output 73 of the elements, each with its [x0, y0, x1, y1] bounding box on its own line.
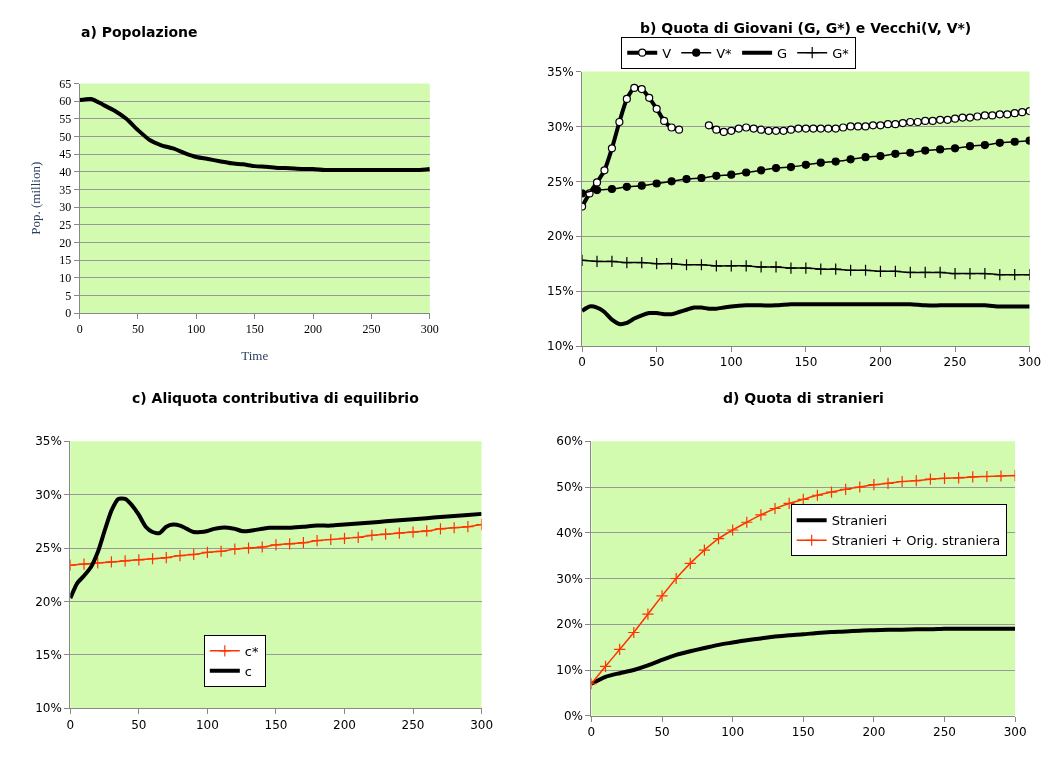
x-tick-label: 50 — [131, 322, 144, 337]
y-tick-label: 20% — [35, 594, 62, 609]
y-tick-label: 45 — [59, 147, 72, 162]
y-tick-label: 15% — [547, 284, 574, 299]
x-tick-label: 300 — [1003, 725, 1027, 740]
y-tick-label: 65 — [59, 76, 72, 91]
x-tick-label: 150 — [791, 725, 815, 740]
chart-title: b) Quota di Giovani (G, G*) e Vecchi(V, V*) — [640, 20, 972, 36]
chart-title: a) Popolazione — [81, 24, 198, 40]
y-tick-label: 30 — [59, 200, 72, 215]
x-tick-label: 250 — [362, 322, 381, 337]
x-tick-label: 100 — [187, 322, 206, 337]
y-tick-label: 30% — [35, 487, 62, 502]
y-tick-label: 60% — [556, 434, 584, 449]
x-tick-label: 50 — [131, 717, 147, 732]
y-tick-label: 20% — [556, 617, 584, 632]
y-tick-label: 50% — [556, 480, 584, 495]
y-tick-label: 25% — [35, 541, 62, 556]
chart-title: d) Quota di stranieri — [723, 390, 884, 406]
x-tick-label: 0 — [587, 725, 596, 740]
y-tick-label: 25% — [547, 174, 574, 189]
y-tick-label: 10% — [556, 663, 584, 678]
y-tick-label: 20 — [59, 235, 72, 250]
x-tick-label: 250 — [401, 717, 425, 732]
x-tick-label: 0 — [76, 322, 83, 337]
legend-label: Stranieri — [831, 513, 888, 529]
y-tick-label: 15 — [59, 253, 72, 268]
y-tick-label: 0 — [65, 306, 72, 321]
y-tick-label: 35% — [547, 64, 574, 79]
x-tick-label: 100 — [195, 717, 219, 732]
y-tick-label: 40% — [556, 525, 584, 540]
x-tick-label: 300 — [1018, 355, 1042, 370]
y-axis-title: Pop. (million) — [28, 161, 44, 235]
x-tick-label: 150 — [794, 355, 818, 370]
y-tick-label: 25 — [59, 217, 72, 232]
x-tick-label: 100 — [719, 355, 743, 370]
y-tick-label: 10% — [547, 339, 574, 354]
legend-label: c* — [244, 643, 259, 659]
x-tick-label: 250 — [933, 725, 956, 740]
y-tick-label: 15% — [35, 648, 62, 663]
legend-label: c — [244, 663, 252, 679]
legend-label: V — [662, 45, 672, 61]
y-tick-label: 5 — [65, 288, 72, 303]
y-tick-label: 30% — [547, 119, 574, 134]
x-tick-label: 300 — [470, 717, 494, 732]
y-tick-label: 10% — [35, 701, 62, 716]
x-tick-label: 50 — [654, 725, 670, 740]
y-tick-label: 35% — [35, 434, 62, 449]
legend-label: G* — [832, 45, 850, 61]
x-axis-title: Time — [241, 348, 269, 363]
x-tick-label: 200 — [304, 322, 323, 337]
x-tick-label: 50 — [649, 355, 665, 370]
x-tick-label: 200 — [869, 355, 892, 370]
y-tick-label: 20% — [547, 229, 574, 244]
x-tick-label: 150 — [264, 717, 288, 732]
y-tick-label: 50 — [59, 129, 72, 144]
y-tick-label: 60 — [59, 94, 72, 109]
legend-label: V* — [716, 45, 733, 61]
legend-label: Stranieri + Orig. straniera — [831, 533, 1001, 549]
x-tick-label: 250 — [943, 355, 967, 370]
x-tick-label: 200 — [862, 725, 886, 740]
y-tick-label: 30% — [556, 571, 584, 586]
chart-title: c) Aliquota contributiva di equilibrio — [132, 390, 420, 406]
y-tick-label: 55 — [59, 112, 72, 127]
y-tick-label: 40 — [59, 164, 72, 179]
y-tick-label: 35 — [59, 182, 72, 197]
x-tick-label: 150 — [245, 322, 264, 337]
y-tick-label: 0% — [563, 708, 584, 723]
y-tick-label: 10 — [59, 270, 72, 285]
x-tick-label: 200 — [333, 717, 356, 732]
legend-label: G — [777, 45, 788, 61]
x-tick-label: 300 — [420, 322, 439, 337]
x-tick-label: 100 — [721, 725, 745, 740]
